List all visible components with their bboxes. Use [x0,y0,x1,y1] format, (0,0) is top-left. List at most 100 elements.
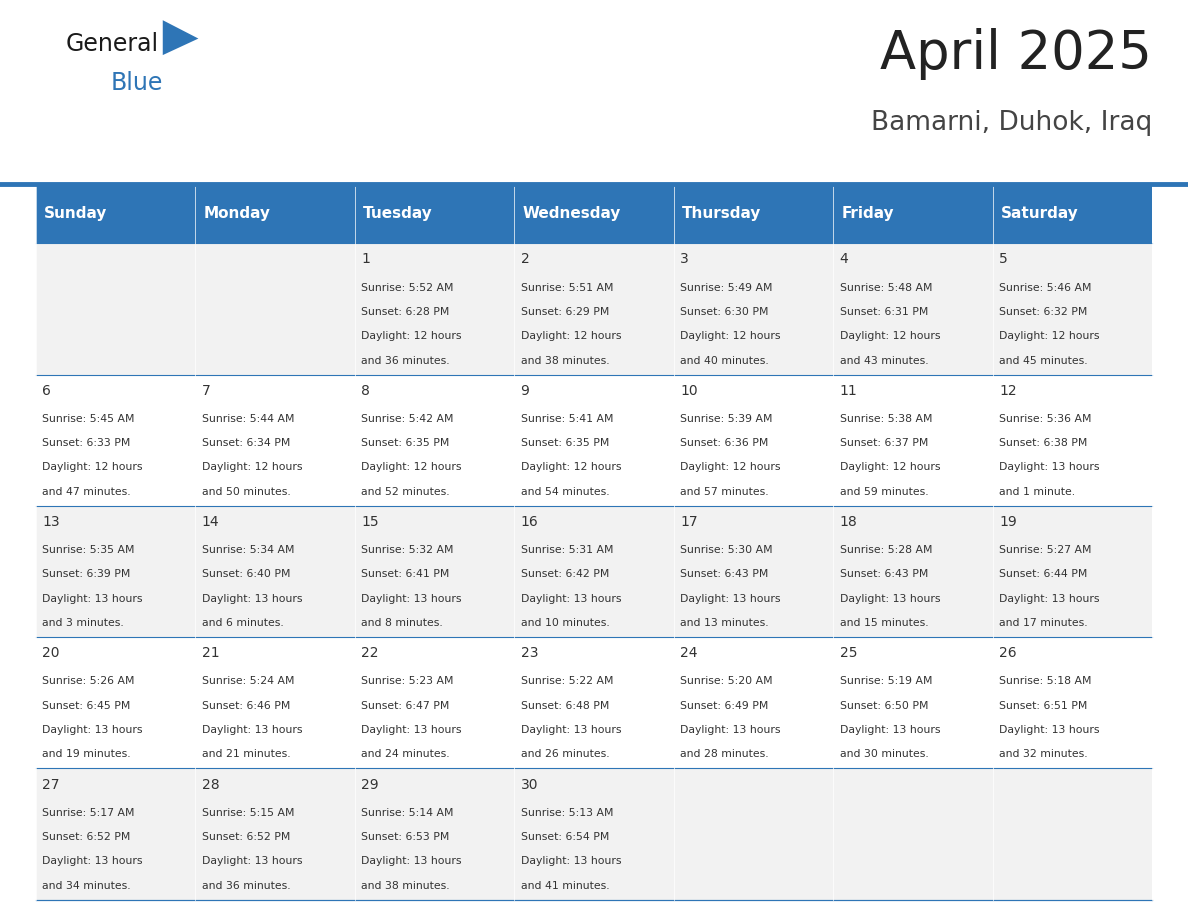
FancyBboxPatch shape [36,637,195,768]
Text: 13: 13 [42,515,59,529]
Text: and 21 minutes.: and 21 minutes. [202,749,290,759]
Text: and 43 minutes.: and 43 minutes. [840,355,928,365]
FancyBboxPatch shape [355,375,514,506]
Text: Daylight: 13 hours: Daylight: 13 hours [361,594,462,604]
FancyBboxPatch shape [993,768,1152,900]
Text: Sunset: 6:31 PM: Sunset: 6:31 PM [840,307,928,317]
Text: 8: 8 [361,384,369,397]
Text: and 6 minutes.: and 6 minutes. [202,618,283,628]
Text: Monday: Monday [203,206,270,221]
FancyBboxPatch shape [993,184,1152,243]
Text: April 2025: April 2025 [880,28,1152,80]
Text: Sunrise: 5:51 AM: Sunrise: 5:51 AM [520,283,613,293]
Text: Daylight: 13 hours: Daylight: 13 hours [520,856,621,867]
FancyBboxPatch shape [993,243,1152,375]
Text: 14: 14 [202,515,219,529]
Text: Daylight: 12 hours: Daylight: 12 hours [840,463,940,473]
FancyBboxPatch shape [674,506,833,637]
Text: Daylight: 12 hours: Daylight: 12 hours [202,463,302,473]
Text: Daylight: 12 hours: Daylight: 12 hours [42,463,143,473]
Text: Daylight: 13 hours: Daylight: 13 hours [42,856,143,867]
Text: 29: 29 [361,778,379,791]
Text: and 38 minutes.: and 38 minutes. [361,880,450,890]
Polygon shape [163,20,198,55]
Text: Daylight: 12 hours: Daylight: 12 hours [681,331,781,341]
Text: 18: 18 [840,515,858,529]
Text: and 50 minutes.: and 50 minutes. [202,487,290,497]
Text: and 28 minutes.: and 28 minutes. [681,749,769,759]
FancyBboxPatch shape [195,184,355,243]
Text: Daylight: 12 hours: Daylight: 12 hours [520,331,621,341]
Text: Daylight: 13 hours: Daylight: 13 hours [999,594,1100,604]
Text: Sunset: 6:43 PM: Sunset: 6:43 PM [840,569,928,579]
Text: Sunset: 6:43 PM: Sunset: 6:43 PM [681,569,769,579]
FancyBboxPatch shape [514,184,674,243]
Text: Sunrise: 5:46 AM: Sunrise: 5:46 AM [999,283,1092,293]
Text: and 40 minutes.: and 40 minutes. [681,355,769,365]
Text: Sunrise: 5:44 AM: Sunrise: 5:44 AM [202,414,295,424]
FancyBboxPatch shape [514,243,674,375]
FancyBboxPatch shape [195,768,355,900]
Text: Sunrise: 5:18 AM: Sunrise: 5:18 AM [999,677,1092,687]
Text: Blue: Blue [110,71,163,95]
FancyBboxPatch shape [36,243,195,375]
Text: 21: 21 [202,646,219,660]
Text: 28: 28 [202,778,219,791]
Text: and 47 minutes.: and 47 minutes. [42,487,131,497]
Text: Sunrise: 5:38 AM: Sunrise: 5:38 AM [840,414,933,424]
Text: Daylight: 13 hours: Daylight: 13 hours [42,725,143,735]
Text: Saturday: Saturday [1000,206,1079,221]
Text: and 8 minutes.: and 8 minutes. [361,618,443,628]
Text: 26: 26 [999,646,1017,660]
Text: 3: 3 [681,252,689,266]
Text: Sunrise: 5:39 AM: Sunrise: 5:39 AM [681,414,772,424]
Text: Daylight: 13 hours: Daylight: 13 hours [202,725,302,735]
FancyBboxPatch shape [993,375,1152,506]
Text: Sunrise: 5:41 AM: Sunrise: 5:41 AM [520,414,613,424]
Text: and 13 minutes.: and 13 minutes. [681,618,769,628]
Text: Sunrise: 5:30 AM: Sunrise: 5:30 AM [681,545,772,555]
Text: Sunset: 6:32 PM: Sunset: 6:32 PM [999,307,1087,317]
Text: and 59 minutes.: and 59 minutes. [840,487,928,497]
Text: Daylight: 13 hours: Daylight: 13 hours [202,856,302,867]
Text: and 41 minutes.: and 41 minutes. [520,880,609,890]
Text: Sunset: 6:49 PM: Sunset: 6:49 PM [681,700,769,711]
Text: Sunrise: 5:20 AM: Sunrise: 5:20 AM [681,677,772,687]
Text: Sunrise: 5:28 AM: Sunrise: 5:28 AM [840,545,933,555]
Text: and 26 minutes.: and 26 minutes. [520,749,609,759]
Text: 23: 23 [520,646,538,660]
FancyBboxPatch shape [355,637,514,768]
Text: Sunset: 6:48 PM: Sunset: 6:48 PM [520,700,609,711]
Text: Daylight: 13 hours: Daylight: 13 hours [202,594,302,604]
FancyBboxPatch shape [355,243,514,375]
FancyBboxPatch shape [833,637,993,768]
Text: Sunset: 6:29 PM: Sunset: 6:29 PM [520,307,609,317]
Text: Daylight: 12 hours: Daylight: 12 hours [840,331,940,341]
Text: 4: 4 [840,252,848,266]
Text: Sunrise: 5:23 AM: Sunrise: 5:23 AM [361,677,454,687]
Text: Sunset: 6:38 PM: Sunset: 6:38 PM [999,438,1087,448]
FancyBboxPatch shape [514,506,674,637]
Text: Sunrise: 5:52 AM: Sunrise: 5:52 AM [361,283,454,293]
Text: Friday: Friday [841,206,893,221]
Text: Sunset: 6:44 PM: Sunset: 6:44 PM [999,569,1087,579]
Text: 9: 9 [520,384,530,397]
Text: Sunset: 6:40 PM: Sunset: 6:40 PM [202,569,290,579]
Text: and 38 minutes.: and 38 minutes. [520,355,609,365]
Text: Sunset: 6:35 PM: Sunset: 6:35 PM [520,438,609,448]
Text: 5: 5 [999,252,1007,266]
Text: Sunrise: 5:14 AM: Sunrise: 5:14 AM [361,808,454,818]
Text: Sunset: 6:35 PM: Sunset: 6:35 PM [361,438,449,448]
Text: Daylight: 12 hours: Daylight: 12 hours [520,463,621,473]
Text: Daylight: 13 hours: Daylight: 13 hours [681,725,781,735]
Text: and 24 minutes.: and 24 minutes. [361,749,450,759]
Text: 15: 15 [361,515,379,529]
Text: and 10 minutes.: and 10 minutes. [520,618,609,628]
Text: Bamarni, Duhok, Iraq: Bamarni, Duhok, Iraq [871,110,1152,136]
FancyBboxPatch shape [674,637,833,768]
Text: and 17 minutes.: and 17 minutes. [999,618,1088,628]
Text: Daylight: 13 hours: Daylight: 13 hours [42,594,143,604]
Text: Sunset: 6:50 PM: Sunset: 6:50 PM [840,700,928,711]
Text: 27: 27 [42,778,59,791]
Text: and 34 minutes.: and 34 minutes. [42,880,131,890]
